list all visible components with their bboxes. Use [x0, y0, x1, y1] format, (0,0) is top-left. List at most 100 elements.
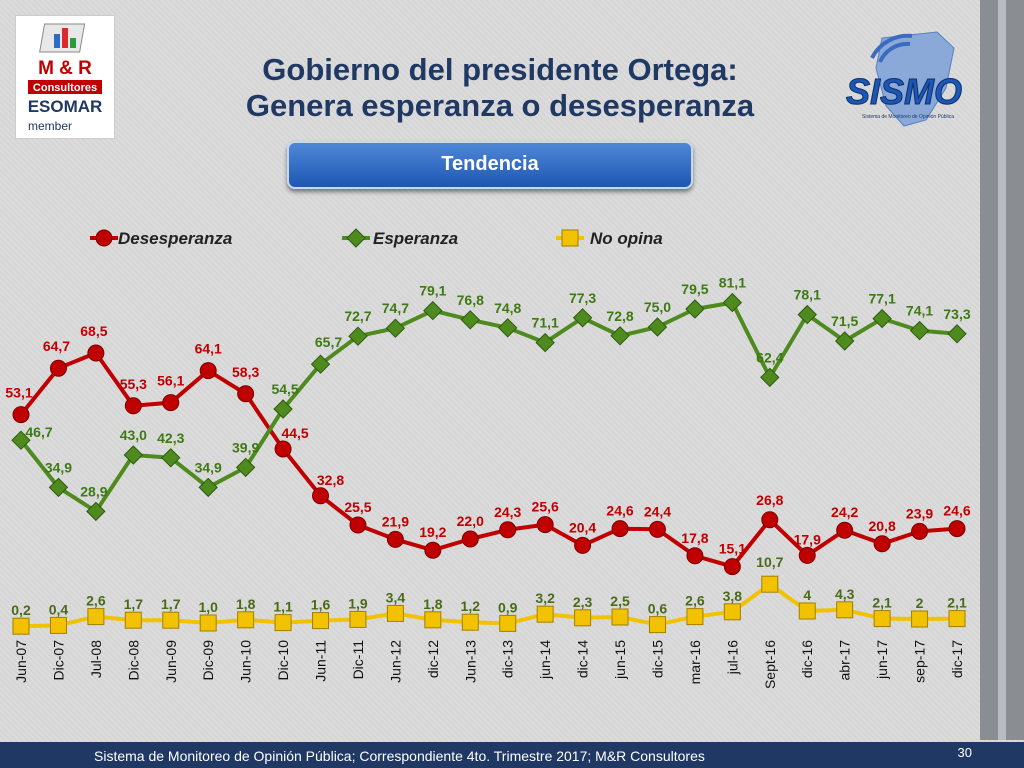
data-point-desesperanza — [124, 397, 142, 415]
mr-logo-consultores: Consultores — [33, 82, 97, 94]
series-desesperanza: 53,1 64,7 68,5 55,3 56,1 64,1 58,3 44,5 32,825,5… — [5, 323, 971, 576]
data-label-no-opina: 0,4 — [49, 601, 69, 617]
data-point-desesperanza — [836, 521, 854, 539]
data-label-esperanza: 34,9 — [45, 459, 72, 475]
data-label-esperanza: 46,7 — [25, 424, 52, 440]
data-label-esperanza: 62,4 — [756, 349, 783, 365]
data-point-no-opina — [386, 604, 404, 622]
x-tick-label: Jun-10 — [238, 640, 254, 683]
legend-marker — [95, 229, 113, 247]
x-tick-label: dic-13 — [500, 640, 516, 678]
data-point-no-opina — [237, 611, 255, 629]
data-point-esperanza — [760, 367, 780, 388]
data-label-desesperanza: 24,2 — [831, 504, 858, 520]
data-point-no-opina — [49, 616, 67, 634]
data-point-desesperanza — [49, 359, 67, 377]
data-point-no-opina — [948, 610, 966, 628]
data-label-desesperanza: 58,3 — [232, 364, 259, 380]
x-tick-label: Jun-11 — [313, 640, 329, 682]
data-point-esperanza — [909, 320, 930, 341]
data-point-no-opina — [648, 616, 666, 634]
data-label-no-opina: 2,1 — [872, 595, 892, 611]
data-label-no-opina: 3,8 — [723, 588, 743, 604]
data-label-no-opina: 4,3 — [835, 586, 855, 602]
tendencia-button[interactable]: Tendencia — [287, 141, 693, 189]
data-point-esperanza — [348, 326, 368, 346]
data-label-esperanza: 73,3 — [943, 306, 970, 322]
data-label-desesperanza: 53,1 — [5, 385, 32, 401]
mr-logo-text: M & R — [38, 58, 92, 79]
legend-marker — [561, 229, 579, 247]
data-label-esperanza: 34,9 — [195, 459, 222, 475]
footer-text: Sistema de Monitoreo de Opinión Pública;… — [94, 748, 705, 764]
series-no-opina: 0,2 0,4 2,6 1,7 1,7 1,0 1,8 1,1 1,6 1,9 3,4 1,8 1,2 0… — [11, 554, 967, 635]
x-tick-label: Sept-16 — [762, 640, 778, 689]
x-tick-label: Jun-07 — [13, 640, 29, 683]
data-point-esperanza — [11, 430, 31, 450]
x-tick-label: dic-17 — [949, 640, 965, 678]
data-label-esperanza: 77,1 — [868, 291, 895, 307]
data-point-desesperanza — [798, 546, 816, 564]
x-tick-label: jun-17 — [874, 640, 890, 680]
x-tick-label: abr-17 — [837, 640, 853, 681]
data-point-no-opina — [873, 610, 891, 628]
x-tick-label: dic-16 — [799, 640, 815, 678]
data-label-esperanza: 74,1 — [906, 303, 933, 319]
x-tick-label: Dic-07 — [50, 640, 66, 681]
data-point-desesperanza — [911, 522, 929, 540]
data-label-esperanza: 71,5 — [831, 313, 858, 329]
data-point-no-opina — [536, 605, 554, 623]
data-label-desesperanza: 17,8 — [681, 530, 708, 546]
data-point-no-opina — [723, 603, 741, 621]
data-point-esperanza — [947, 324, 967, 344]
mr-logo-graphic: M & R Consultores ESOMAR member — [28, 23, 102, 133]
data-point-desesperanza — [461, 530, 479, 548]
data-point-esperanza — [273, 399, 293, 419]
data-label-desesperanza: 23,9 — [906, 505, 933, 521]
data-point-desesperanza — [723, 558, 741, 576]
x-tick-label: Dic-10 — [275, 640, 291, 681]
data-label-no-opina: 10,7 — [756, 554, 783, 570]
data-point-desesperanza — [536, 516, 554, 534]
sismo-logo: SISMO Sistema de Monitoreo de Opinión Pú… — [842, 28, 974, 136]
data-point-esperanza — [198, 477, 218, 498]
data-point-no-opina — [124, 611, 142, 629]
data-label-esperanza: 78,1 — [794, 287, 821, 303]
trend-chart: Desesperanza Esperanza No opina 53,1 64,7 68,… — [5, 228, 971, 689]
data-point-no-opina — [836, 601, 854, 619]
data-label-desesperanza: 24,3 — [494, 504, 521, 520]
data-label-no-opina: 0,9 — [498, 599, 518, 615]
title-line-2: Genera esperanza o desesperanza — [245, 88, 755, 123]
mr-consultores-logo: M & R Consultores ESOMAR member — [15, 15, 115, 139]
series-line-esperanza — [19, 300, 958, 514]
data-label-esperanza: 79,1 — [419, 283, 446, 299]
data-label-no-opina: 2,1 — [947, 595, 967, 611]
data-label-desesperanza: 55,3 — [120, 376, 147, 392]
data-label-no-opina: 2,6 — [86, 593, 106, 609]
x-tick-label: dic-15 — [649, 640, 665, 678]
data-point-desesperanza — [274, 440, 292, 458]
data-label-desesperanza: 56,1 — [157, 373, 184, 389]
data-label-desesperanza: 19,2 — [419, 524, 446, 540]
data-point-no-opina — [611, 608, 629, 626]
data-label-no-opina: 1,2 — [461, 598, 481, 614]
data-label-esperanza: 77,3 — [569, 290, 596, 306]
data-label-desesperanza: 32,8 — [317, 472, 344, 488]
data-point-desesperanza — [386, 530, 404, 548]
page-number: 30 — [957, 745, 972, 760]
x-tick-label: Jun-09 — [163, 640, 179, 683]
page-title: Gobierno del presidente Ortega: Genera e… — [130, 52, 870, 124]
data-label-desesperanza: 26,8 — [756, 492, 783, 508]
data-label-desesperanza: 44,5 — [281, 425, 308, 441]
data-label-esperanza: 74,8 — [494, 300, 521, 316]
data-label-no-opina: 3,2 — [535, 590, 555, 606]
x-tick-label: Jun-12 — [387, 640, 403, 683]
data-point-no-opina — [312, 612, 330, 630]
data-label-no-opina: 1,8 — [236, 596, 256, 612]
data-point-desesperanza — [686, 547, 704, 565]
data-point-esperanza — [535, 332, 555, 353]
data-point-no-opina — [87, 608, 105, 626]
data-point-desesperanza — [237, 385, 255, 403]
data-label-desesperanza: 24,6 — [606, 503, 633, 519]
